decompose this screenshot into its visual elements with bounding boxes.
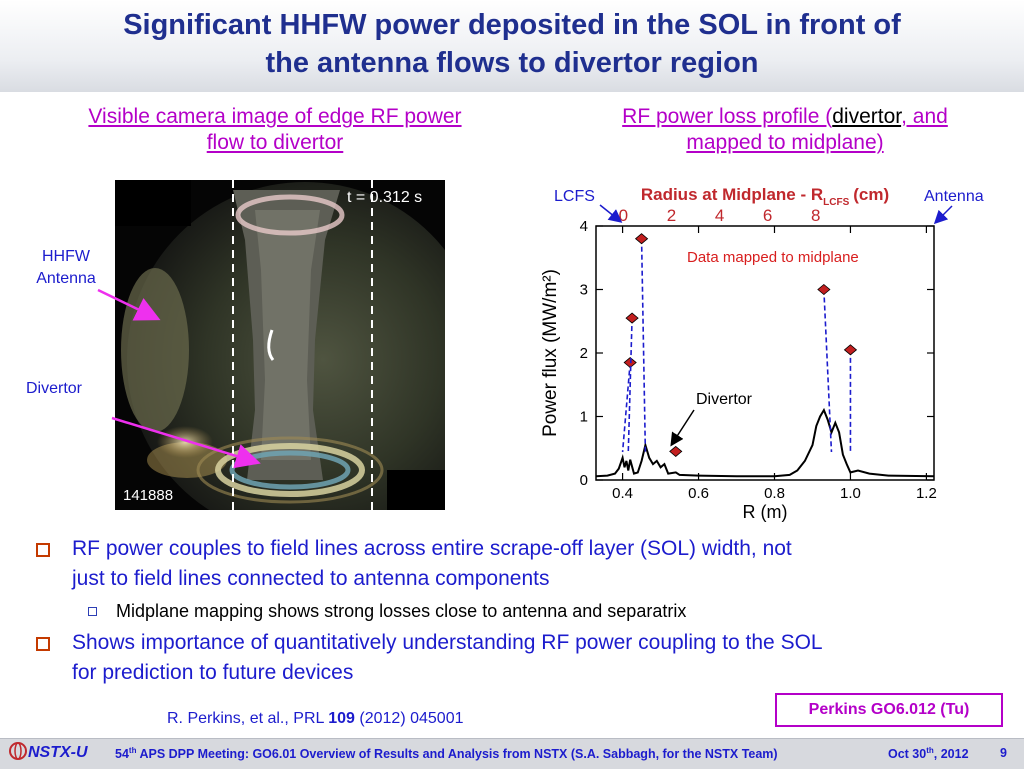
midplane-connector-1 — [627, 318, 633, 453]
top-axis-label-unit: (cm) — [853, 185, 889, 204]
midplane-marker-4 — [817, 283, 831, 296]
top-tick-label-3: 6 — [763, 206, 772, 225]
x-axis-label: R (m) — [743, 502, 788, 522]
antenna-arrow — [933, 205, 953, 225]
nstx-logo-text: NSTX-U — [28, 744, 88, 761]
y-tick-label-0: 0 — [580, 472, 588, 489]
y-axis-ticks: 0 1 2 3 4 — [580, 218, 934, 489]
y-tick-label-2: 2 — [580, 345, 588, 362]
reference-details: (2012) 045001 — [354, 710, 464, 727]
sub-bullet-marker — [88, 607, 97, 616]
reference-volume: 109 — [328, 710, 355, 727]
footer-date-year: , 2012 — [933, 747, 969, 762]
bullet-1-line-2: just to field lines connected to antenna… — [72, 567, 550, 590]
footer-ordinal-suffix: th — [128, 746, 137, 755]
antenna-label: Antenna — [924, 188, 984, 205]
sub-bullet: Midplane mapping shows strong losses clo… — [28, 598, 998, 624]
right-heading: RF power loss profile (divertor, and map… — [560, 104, 1010, 156]
top-tick-label-2: 4 — [715, 206, 724, 225]
camera-image: t = 0.312 s 141888 — [115, 180, 445, 510]
image-pointer-arrows — [97, 288, 261, 469]
bullet-2-line-1: Shows importance of quantitatively under… — [72, 631, 823, 654]
midplane-connector-2 — [640, 238, 647, 453]
nstx-logo-icon — [9, 742, 27, 760]
label-divertor: Divertor — [26, 380, 83, 397]
top-axis-label: Radius at Midplane - RLCFS (cm) — [641, 185, 889, 208]
antenna-pointer-arrow — [97, 288, 161, 321]
bullet-marker-1 — [36, 543, 50, 557]
x-tick-label-3: 1.0 — [840, 485, 861, 502]
footer-meeting-text: 54th APS DPP Meeting: GO6.01 Overview of… — [115, 746, 778, 761]
label-antenna: Antenna — [36, 270, 96, 287]
footer-ordinal: 54 — [115, 747, 129, 762]
footer-date-day: Oct 30 — [888, 747, 927, 762]
footer-date-suffix: th — [926, 746, 934, 755]
label-hhfw-antenna: HHFW Antenna — [26, 246, 106, 290]
right-heading-part-3: , and — [901, 105, 948, 128]
left-heading-line-1: Visible camera image of edge RF power — [88, 105, 462, 128]
bullet-2: Shows importance of quantitatively under… — [28, 628, 998, 688]
midplane-connector-4 — [823, 289, 833, 453]
midplane-annotation: Data mapped to midplane — [687, 249, 859, 266]
footer-description: APS DPP Meeting: GO6.01 Overview of Resu… — [136, 747, 778, 762]
right-heading-line-2: mapped to midplane) — [686, 131, 884, 154]
boxed-reference: Perkins GO6.012 (Tu) — [775, 693, 1003, 727]
sub-bullet-text: Midplane mapping shows strong losses clo… — [116, 601, 687, 621]
camera-image-drawing: t = 0.312 s 141888 — [115, 180, 445, 510]
midplane-marker-2 — [634, 233, 649, 245]
page-number: 9 — [1000, 746, 1007, 760]
footer-bar — [0, 738, 1024, 769]
x-axis-ticks: 0.4 0.6 0.8 1.0 1.2 — [612, 226, 937, 502]
midplane-marker-3 — [669, 445, 683, 457]
y-tick-label-1: 1 — [580, 409, 588, 426]
top-tick-label-0: 0 — [619, 206, 628, 225]
midplane-connector-0 — [621, 362, 631, 453]
footer-date: Oct 30th, 2012 — [888, 746, 969, 761]
top-tick-label-4: 8 — [811, 206, 820, 225]
top-axis-label-main: Radius at Midplane - R — [641, 185, 823, 204]
x-tick-label-2: 0.8 — [764, 485, 785, 502]
divertor-annotation-arrow — [670, 409, 695, 447]
divertor-annotation: Divertor — [696, 391, 753, 408]
midplane-marker-1 — [625, 312, 639, 324]
reference-authors: R. Perkins, et al., PRL — [167, 710, 329, 727]
bullet-list: RF power couples to field lines across e… — [28, 534, 998, 692]
top-axis-label-subscript: LCFS — [823, 197, 849, 208]
x-tick-label-1: 0.6 — [688, 485, 709, 502]
left-heading-line-2: flow to divertor — [206, 131, 344, 154]
midplane-markers — [621, 233, 858, 457]
top-tick-label-1: 2 — [667, 206, 676, 225]
lcfs-arrow — [599, 204, 623, 223]
bullet-marker-2 — [36, 637, 50, 651]
midplane-marker-5 — [843, 344, 858, 356]
bullet-2-line-2: for prediction to future devices — [72, 661, 354, 684]
bullet-1-line-1: RF power couples to field lines across e… — [72, 537, 792, 560]
top-axis-ticks: 0 2 4 6 8 — [619, 206, 821, 225]
y-axis-label: Power flux (MW/m²) — [540, 269, 561, 437]
divertor-pointer-arrow — [111, 416, 261, 469]
bullet-1: RF power couples to field lines across e… — [28, 534, 998, 594]
right-heading-divertor: divertor — [832, 105, 902, 128]
lcfs-label: LCFS — [554, 188, 595, 205]
slide-title: Significant HHFW power deposited in the … — [20, 6, 1004, 82]
power-flux-curve — [595, 407, 935, 478]
power-flux-chart: 0.4 0.6 0.8 1.0 1.2 0 1 2 3 4 0 2 4 6 8 R (m) Power … — [540, 185, 984, 522]
y-tick-label-4: 4 — [580, 218, 588, 235]
label-hhfw: HHFW — [42, 248, 90, 265]
title-band — [0, 0, 1024, 92]
x-tick-label-4: 1.2 — [916, 485, 937, 502]
right-heading-part-1: RF power loss profile ( — [622, 105, 833, 128]
shot-number: 141888 — [123, 487, 173, 504]
title-line-2: the antenna flows to divertor region — [265, 47, 759, 79]
x-tick-label-0: 0.4 — [612, 485, 633, 502]
reference-citation: R. Perkins, et al., PRL 109 (2012) 04500… — [167, 708, 463, 730]
y-tick-label-3: 3 — [580, 282, 588, 299]
left-heading: Visible camera image of edge RF power fl… — [40, 104, 510, 156]
time-label: t = 0.312 s — [347, 189, 422, 206]
title-line-1: Significant HHFW power deposited in the … — [123, 9, 901, 41]
